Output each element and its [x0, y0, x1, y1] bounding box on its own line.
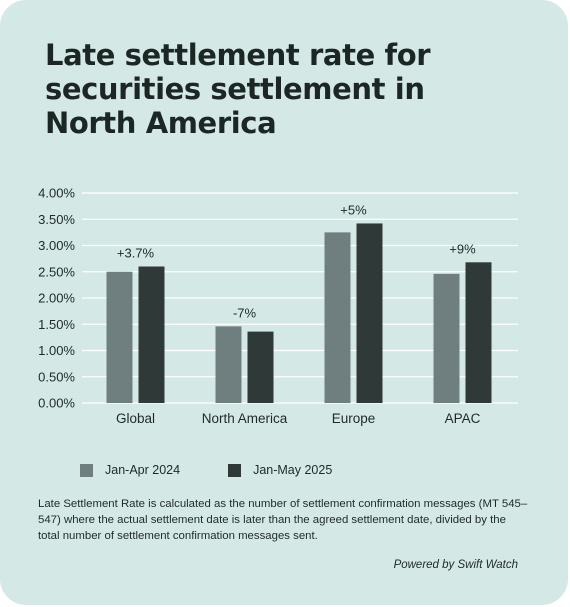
legend: Jan-Apr 2024 Jan-May 2025	[80, 463, 332, 477]
bar-2024	[215, 326, 242, 403]
y-axis-ticks: 0.00% 0.50% 1.00% 1.50% 2.00% 2.50% 3.00% 3.50%…	[38, 186, 75, 411]
change-labels: +3.7% -7% +5% +9%	[117, 202, 476, 320]
change-label: +3.7%	[117, 246, 155, 261]
change-label: -7%	[233, 305, 257, 320]
y-tick-label: 1.00%	[38, 343, 75, 358]
bar-2024	[106, 271, 133, 403]
bar-2024	[433, 273, 460, 403]
category-label: Europe	[332, 411, 376, 426]
category-label: North America	[202, 411, 288, 426]
y-tick-label: 0.00%	[38, 396, 75, 411]
y-tick-label: 2.00%	[38, 291, 75, 306]
y-tick-label: 0.50%	[38, 369, 75, 384]
powered-by: Powered by Swift Watch	[393, 559, 518, 571]
bar-2024	[324, 232, 351, 403]
x-axis-categories: Global North America Europe APAC	[116, 411, 481, 426]
y-tick-label: 4.00%	[38, 186, 75, 201]
legend-label-2024: Jan-Apr 2024	[105, 463, 181, 477]
bar-2025	[247, 331, 274, 403]
category-label: Global	[116, 411, 155, 426]
legend-label-2025: Jan-May 2025	[253, 463, 333, 477]
footnote: Late Settlement Rate is calculated as th…	[38, 498, 528, 542]
change-label: +5%	[340, 202, 367, 217]
legend-swatch-2024	[80, 463, 93, 477]
bar-chart: 0.00% 0.50% 1.00% 1.50% 2.00% 2.50% 3.00% 3.50%…	[38, 186, 518, 426]
bars	[106, 223, 492, 403]
y-tick-label: 3.50%	[38, 212, 75, 227]
bar-2025	[138, 266, 165, 403]
bar-2025	[465, 262, 492, 403]
chart-title: Late settlement rate for securities sett…	[45, 38, 431, 140]
legend-item-2024: Jan-Apr 2024	[80, 463, 180, 477]
legend-swatch-2025	[228, 463, 242, 477]
legend-item-2025: Jan-May 2025	[228, 463, 332, 477]
bar-2025	[356, 223, 383, 403]
category-label: APAC	[445, 411, 481, 426]
y-tick-label: 1.50%	[38, 317, 75, 332]
change-label: +9%	[449, 241, 476, 256]
y-tick-label: 3.00%	[38, 238, 75, 253]
y-tick-label: 2.50%	[38, 264, 75, 279]
